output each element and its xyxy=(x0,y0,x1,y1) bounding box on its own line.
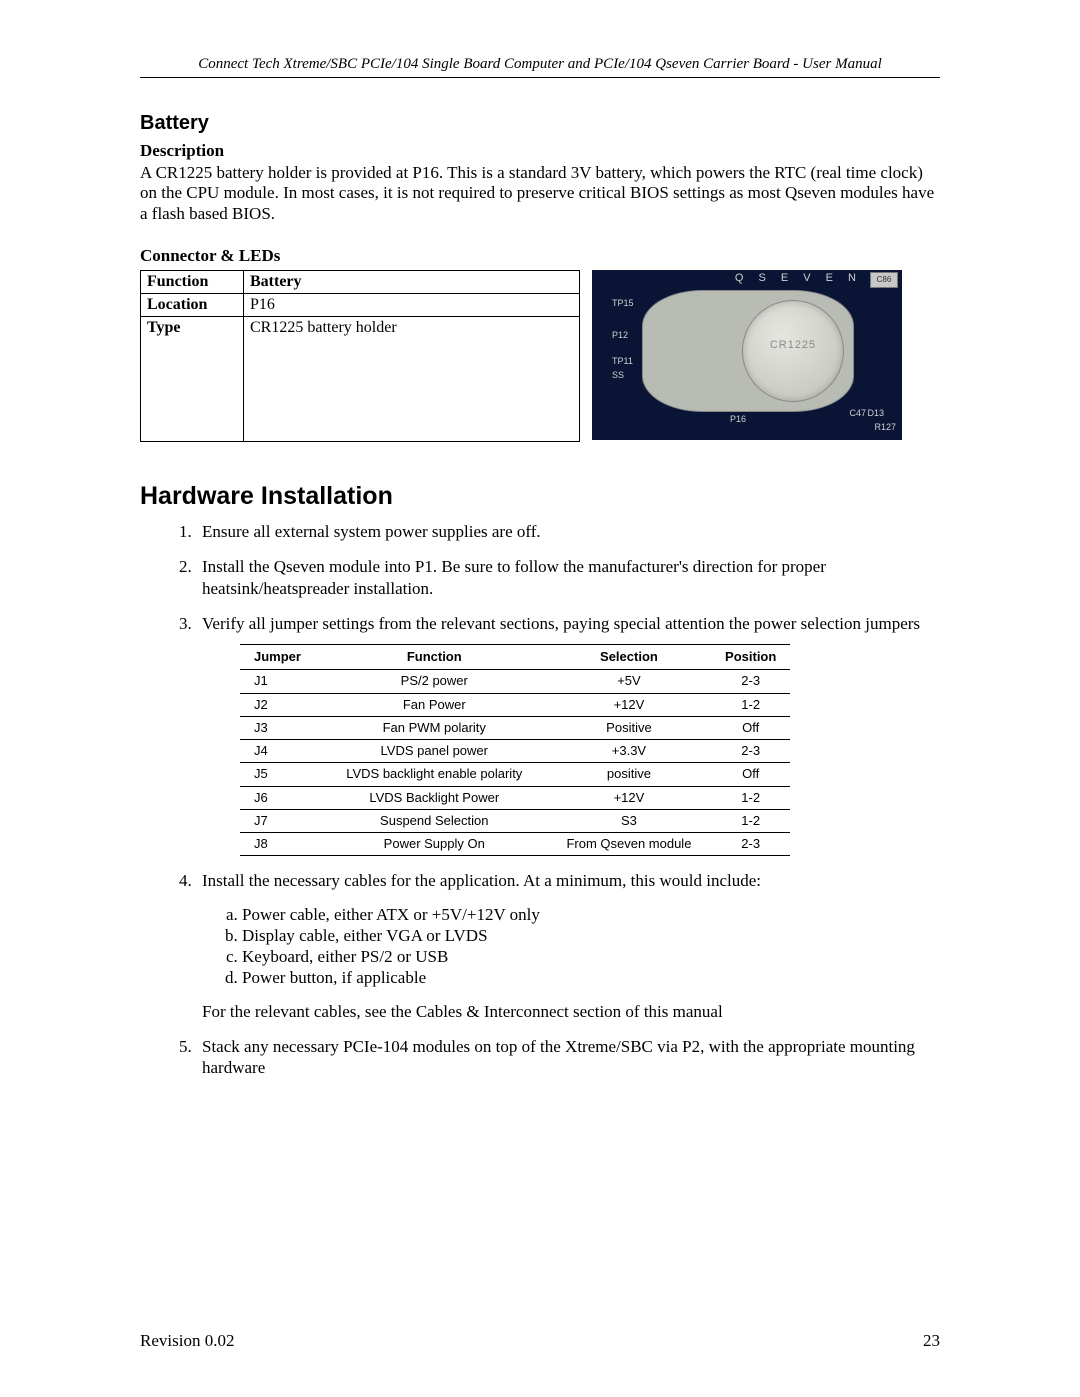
pcb-silkscreen-text: TP15 xyxy=(612,298,634,308)
connector-type-label: Type xyxy=(141,317,244,442)
list-item: Ensure all external system power supplie… xyxy=(196,521,940,542)
pcb-silkscreen-text: C47 xyxy=(849,408,866,418)
selection-cell: From Qseven module xyxy=(547,833,712,856)
install-steps-list: Ensure all external system power supplie… xyxy=(140,521,940,1078)
list-item: Keyboard, either PS/2 or USB xyxy=(242,946,940,967)
list-item: Power cable, either ATX or +5V/+12V only xyxy=(242,904,940,925)
position-cell: Off xyxy=(711,763,790,786)
selection-cell: S3 xyxy=(547,809,712,832)
table-row: J1PS/2 power+5V2-3 xyxy=(240,670,790,693)
selection-cell: +12V xyxy=(547,693,712,716)
table-row: J4LVDS panel power+3.3V2-3 xyxy=(240,740,790,763)
jumper-cell: J5 xyxy=(240,763,322,786)
selection-col-header: Selection xyxy=(547,645,712,670)
connector-location-value: P16 xyxy=(244,294,580,317)
page-number: 23 xyxy=(923,1331,940,1351)
hardware-installation-heading: Hardware Installation xyxy=(140,482,940,511)
position-col-header: Position xyxy=(711,645,790,670)
position-cell: Off xyxy=(711,716,790,739)
table-row: Location P16 xyxy=(141,294,580,317)
step-text: Ensure all external system power supplie… xyxy=(202,522,541,541)
selection-cell: +12V xyxy=(547,786,712,809)
jumper-cell: J2 xyxy=(240,693,322,716)
table-row: J5LVDS backlight enable polaritypositive… xyxy=(240,763,790,786)
step-text: Stack any necessary PCIe-104 modules on … xyxy=(202,1037,915,1077)
connector-table: Function Battery Location P16 Type CR122… xyxy=(140,270,580,442)
jumper-col-header: Jumper xyxy=(240,645,322,670)
function-cell: PS/2 power xyxy=(322,670,547,693)
connector-function-value: Battery xyxy=(244,271,580,294)
page-footer: Revision 0.02 23 xyxy=(140,1331,940,1351)
connector-row: Function Battery Location P16 Type CR122… xyxy=(140,270,940,442)
position-cell: 2-3 xyxy=(711,740,790,763)
selection-cell: Positive xyxy=(547,716,712,739)
pcb-silkscreen-text: R127 xyxy=(874,422,896,432)
page-header: Connect Tech Xtreme/SBC PCIe/104 Single … xyxy=(140,56,940,78)
list-item: Install the Qseven module into P1. Be su… xyxy=(196,556,940,599)
connector-function-label: Function xyxy=(141,271,244,294)
selection-cell: +5V xyxy=(547,670,712,693)
pcb-silkscreen-text: Q S E V E N xyxy=(735,272,862,284)
jumper-cell: J7 xyxy=(240,809,322,832)
revision-text: Revision 0.02 xyxy=(140,1331,234,1351)
jumper-cell: J4 xyxy=(240,740,322,763)
battery-description-heading: Description xyxy=(140,141,940,161)
function-cell: Power Supply On xyxy=(322,833,547,856)
function-cell: LVDS Backlight Power xyxy=(322,786,547,809)
pcb-silkscreen-text: P16 xyxy=(730,414,746,424)
function-cell: LVDS panel power xyxy=(322,740,547,763)
coin-cell-label: CR1225 xyxy=(743,339,843,351)
table-row: Function Battery xyxy=(141,271,580,294)
battery-description-text: A CR1225 battery holder is provided at P… xyxy=(140,163,940,224)
coin-cell-icon: CR1225 xyxy=(742,300,844,402)
table-header-row: Jumper Function Selection Position xyxy=(240,645,790,670)
jumper-cell: J3 xyxy=(240,716,322,739)
position-cell: 2-3 xyxy=(711,670,790,693)
selection-cell: +3.3V xyxy=(547,740,712,763)
table-row: J2Fan Power+12V1-2 xyxy=(240,693,790,716)
position-cell: 1-2 xyxy=(711,786,790,809)
selection-cell: positive xyxy=(547,763,712,786)
pcb-silkscreen-text: SS xyxy=(612,370,624,380)
jumper-cell: J1 xyxy=(240,670,322,693)
table-row: J3Fan PWM polarityPositiveOff xyxy=(240,716,790,739)
table-row: J8Power Supply OnFrom Qseven module2-3 xyxy=(240,833,790,856)
step-note: For the relevant cables, see the Cables … xyxy=(202,1001,940,1022)
list-item: Stack any necessary PCIe-104 modules on … xyxy=(196,1036,940,1079)
page: Connect Tech Xtreme/SBC PCIe/104 Single … xyxy=(0,0,1080,1397)
pcb-silkscreen-text: P12 xyxy=(612,330,628,340)
function-col-header: Function xyxy=(322,645,547,670)
connector-heading: Connector & LEDs xyxy=(140,246,940,266)
connector-location-label: Location xyxy=(141,294,244,317)
list-item: Install the necessary cables for the app… xyxy=(196,870,940,1022)
jumper-cell: J8 xyxy=(240,833,322,856)
jumper-table: Jumper Function Selection Position J1PS/… xyxy=(240,644,790,856)
step-text: Verify all jumper settings from the rele… xyxy=(202,614,920,633)
list-item: Verify all jumper settings from the rele… xyxy=(196,613,940,857)
step-text: Install the Qseven module into P1. Be su… xyxy=(202,557,826,597)
pcb-silkscreen-text: TP11 xyxy=(612,356,633,366)
function-cell: Suspend Selection xyxy=(322,809,547,832)
position-cell: 1-2 xyxy=(711,809,790,832)
list-item: Display cable, either VGA or LVDS xyxy=(242,925,940,946)
cables-sublist: Power cable, either ATX or +5V/+12V only… xyxy=(202,904,940,989)
position-cell: 1-2 xyxy=(711,693,790,716)
pcb-component-label: C86 xyxy=(870,272,898,288)
table-row: Type CR1225 battery holder xyxy=(141,317,580,442)
list-item: Power button, if applicable xyxy=(242,967,940,988)
step-text: Install the necessary cables for the app… xyxy=(202,871,761,890)
function-cell: Fan Power xyxy=(322,693,547,716)
position-cell: 2-3 xyxy=(711,833,790,856)
table-row: J7Suspend SelectionS31-2 xyxy=(240,809,790,832)
battery-heading: Battery xyxy=(140,112,940,135)
jumper-cell: J6 xyxy=(240,786,322,809)
function-cell: LVDS backlight enable polarity xyxy=(322,763,547,786)
pcb-photo: Q S E V E N C86 CR1225 TP15 P12 TP11 SS … xyxy=(592,270,902,440)
function-cell: Fan PWM polarity xyxy=(322,716,547,739)
table-row: J6LVDS Backlight Power+12V1-2 xyxy=(240,786,790,809)
jumper-table-wrap: Jumper Function Selection Position J1PS/… xyxy=(240,644,940,856)
connector-type-value: CR1225 battery holder xyxy=(244,317,580,442)
pcb-silkscreen-text: D13 xyxy=(867,408,884,418)
